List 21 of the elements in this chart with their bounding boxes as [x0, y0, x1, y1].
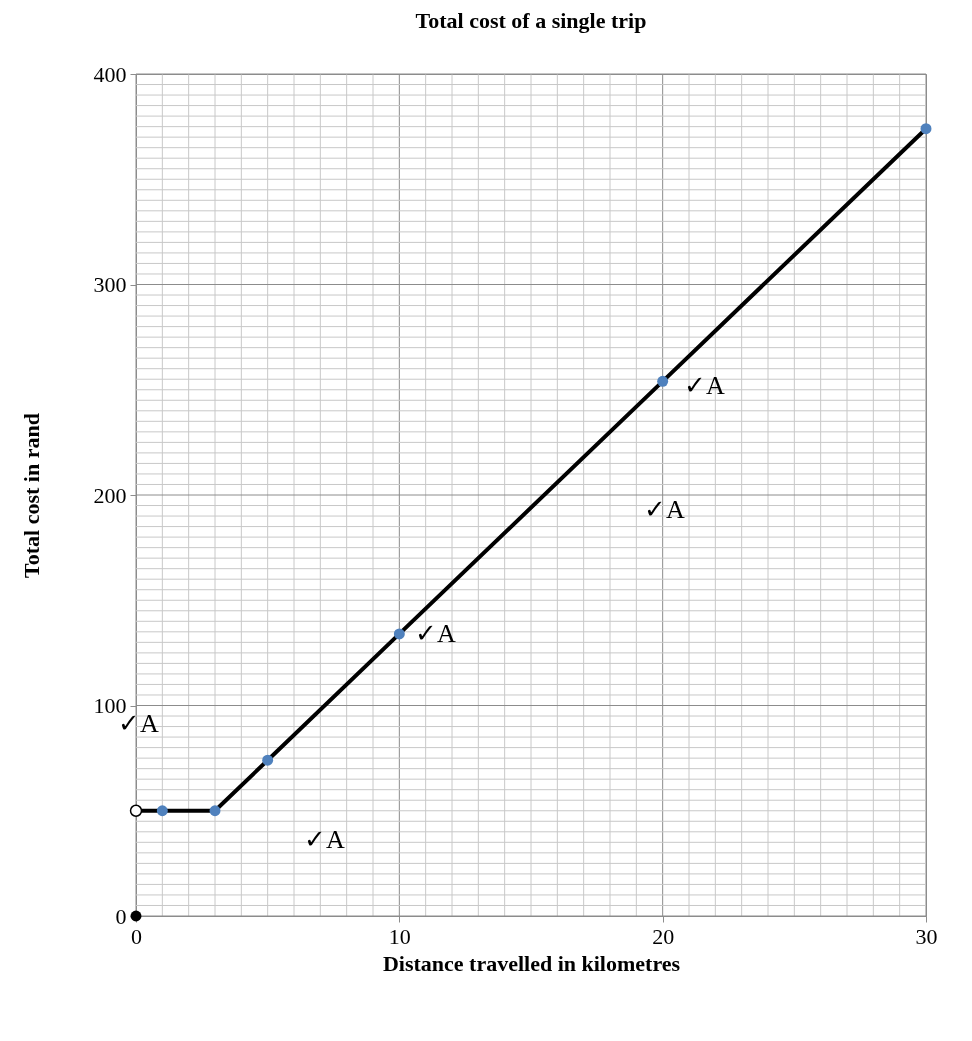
- y-tick-label: 300: [93, 272, 127, 297]
- point: [156, 805, 168, 817]
- point: [920, 123, 932, 135]
- annotation: ✓A: [415, 619, 456, 648]
- point: [657, 375, 669, 387]
- x-tick-label: 10: [388, 923, 411, 949]
- y-axis-title: Total cost in rand: [18, 413, 44, 578]
- annotation: ✓A: [644, 495, 685, 524]
- x-axis-title: Distance travelled in kilometres: [382, 950, 681, 976]
- point: [393, 628, 405, 640]
- point: [209, 805, 221, 817]
- annotation: ✓A: [684, 371, 725, 400]
- point: [129, 804, 143, 817]
- chart-title: Total cost of a single trip: [415, 8, 647, 33]
- y-tick-label: 0: [115, 903, 127, 929]
- point: [262, 754, 274, 766]
- y-tick-label: 400: [93, 61, 127, 87]
- x-tick-label: 20: [652, 923, 675, 949]
- annotation: ✓A: [304, 825, 345, 854]
- x-tick-label: 30: [915, 923, 938, 949]
- y-tick-label: 200: [93, 482, 127, 508]
